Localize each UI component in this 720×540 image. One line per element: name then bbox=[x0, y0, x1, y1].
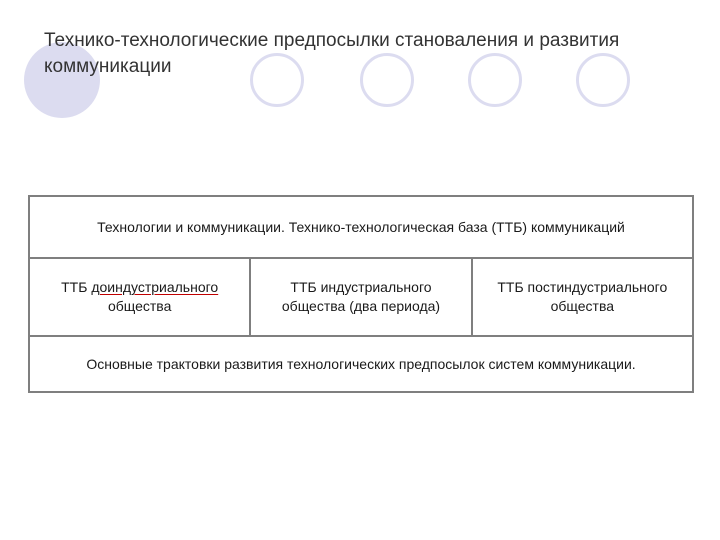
table-cell: ТТБ постиндустриального общества bbox=[472, 258, 693, 336]
slide-title: Технико-технологические предпосылки стан… bbox=[44, 28, 674, 79]
table-row: Основные трактовки развития технологичес… bbox=[29, 336, 693, 392]
table-row: ТТБ доиндустриального общества ТТБ индус… bbox=[29, 258, 693, 336]
text-fragment: ТТБ bbox=[61, 279, 91, 295]
content-table: Технологии и коммуникации. Технико-техно… bbox=[28, 195, 694, 393]
table-cell: ТТБ доиндустриального общества bbox=[29, 258, 250, 336]
table-row: Технологии и коммуникации. Технико-техно… bbox=[29, 196, 693, 258]
underlined-word: доиндустриального bbox=[91, 279, 218, 295]
table-cell-header: Технологии и коммуникации. Технико-техно… bbox=[29, 196, 693, 258]
text-fragment: общества bbox=[108, 298, 171, 314]
table-cell-footer: Основные трактовки развития технологичес… bbox=[29, 336, 693, 392]
table-cell: ТТБ индустриального общества (два период… bbox=[250, 258, 471, 336]
